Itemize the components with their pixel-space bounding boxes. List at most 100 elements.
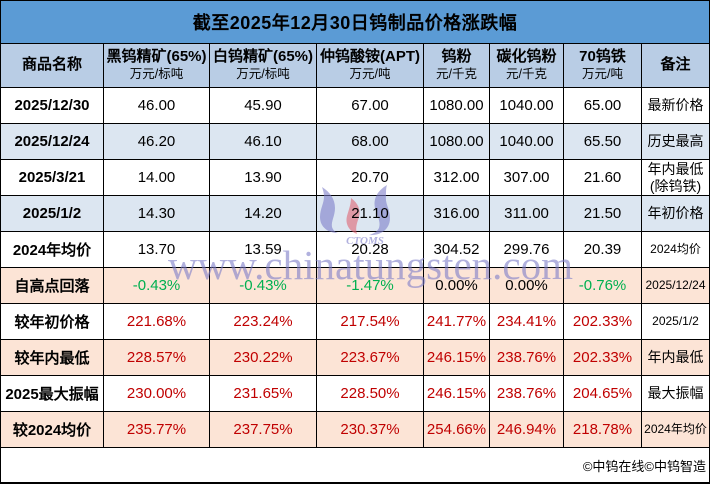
remark-text: 年初价格 [647, 205, 704, 222]
value-text: 65.00 [583, 97, 622, 114]
value-text: 246.94% [496, 421, 557, 438]
row-label-text: 2025最大振幅 [5, 386, 99, 403]
value-text: 307.00 [503, 169, 550, 186]
value-cell: 238.76% [490, 340, 564, 376]
value-cell: 230.37% [317, 412, 424, 448]
value-text: 204.65% [572, 385, 633, 402]
value-text: 0.00% [505, 277, 548, 294]
row-label-text: 2025/3/21 [18, 169, 86, 186]
column-unit: 元/千克 [506, 67, 547, 82]
column-title: 白钨精矿(65%) [212, 48, 313, 66]
value-cell: 0.00% [424, 268, 490, 304]
value-cell: 21.60 [564, 160, 642, 196]
value-text: 217.54% [340, 313, 400, 330]
value-cell: 21.50 [564, 196, 642, 232]
column-header-black-tungsten-concentrate: 黑钨精矿(65%) 万元/标吨 [104, 44, 210, 88]
value-text: 237.75% [233, 421, 293, 438]
column-header-ferro-tungsten: 70钨铁 万元/吨 [564, 44, 642, 88]
value-cell: 230.00% [104, 376, 210, 412]
row-label-text: 自高点回落 [14, 278, 90, 295]
value-text: 223.24% [233, 313, 293, 330]
value-cell: 223.24% [210, 304, 317, 340]
value-cell: 246.15% [424, 340, 490, 376]
value-cell: 1040.00 [490, 88, 564, 124]
value-cell: 307.00 [490, 160, 564, 196]
column-header-tungsten-powder: 钨粉 元/千克 [424, 44, 490, 88]
value-cell: 20.39 [564, 232, 642, 268]
column-title: 70钨铁 [579, 48, 626, 66]
value-cell: -1.47% [317, 268, 424, 304]
copyright-text: ©中钨在线©中钨智造 [582, 458, 706, 474]
remark-text: 最大振幅 [647, 385, 704, 402]
value-cell: 231.65% [210, 376, 317, 412]
row-label: 2024年均价 [1, 232, 104, 268]
value-cell: 221.68% [104, 304, 210, 340]
value-text: 228.50% [340, 385, 400, 402]
value-text: 246.15% [426, 385, 487, 402]
value-cell: 13.59 [210, 232, 317, 268]
copyright-footer: ©中钨在线©中钨智造 [1, 448, 709, 482]
remark-cell: 最大振幅 [642, 376, 709, 412]
value-text: 21.50 [583, 205, 622, 222]
value-text: 13.70 [137, 241, 176, 258]
value-text: 218.78% [572, 421, 633, 438]
row-label-text: 较年初价格 [14, 314, 90, 331]
column-header-apt: 仲钨酸铵(APT) 万元/吨 [317, 44, 424, 88]
column-title: 碳化钨粉 [496, 48, 557, 66]
row-label: 2025/12/24 [1, 124, 104, 160]
remark-cell: 2025/12/24 [642, 268, 709, 304]
remark-text: 2024年均价 [644, 421, 707, 436]
value-text: -0.43% [132, 277, 181, 294]
value-text: -1.47% [346, 277, 394, 294]
value-text: 312.00 [433, 169, 480, 186]
value-text: 299.76 [503, 241, 550, 258]
remark-text: 历史最高 [647, 133, 704, 150]
value-text: 20.39 [583, 241, 622, 258]
value-cell: 13.90 [210, 160, 317, 196]
value-cell: 241.77% [424, 304, 490, 340]
value-cell: 20.70 [317, 160, 424, 196]
remark-cell: 2024年均价 [642, 412, 709, 448]
value-text: 14.20 [244, 205, 282, 222]
value-text: 231.65% [233, 385, 293, 402]
value-text: 21.10 [351, 205, 389, 222]
value-cell: 316.00 [424, 196, 490, 232]
value-cell: 1080.00 [424, 124, 490, 160]
value-cell: 235.77% [104, 412, 210, 448]
value-text: 14.30 [137, 205, 176, 222]
row-label: 2025最大振幅 [1, 376, 104, 412]
value-text: 67.00 [351, 97, 389, 114]
value-cell: 46.00 [104, 88, 210, 124]
value-cell: 312.00 [424, 160, 490, 196]
value-cell: -0.43% [210, 268, 317, 304]
value-cell: 46.20 [104, 124, 210, 160]
value-text: 20.28 [351, 241, 389, 258]
row-label-text: 较2024均价 [12, 422, 92, 439]
value-cell: 217.54% [317, 304, 424, 340]
value-cell: 14.00 [104, 160, 210, 196]
column-unit: 万元/吨 [582, 67, 623, 82]
value-text: 202.33% [572, 349, 633, 366]
value-cell: 234.41% [490, 304, 564, 340]
row-label: 2025/1/2 [1, 196, 104, 232]
value-text: 14.00 [137, 169, 176, 186]
value-cell: 14.30 [104, 196, 210, 232]
value-text: 45.90 [244, 97, 282, 114]
value-cell: 223.67% [317, 340, 424, 376]
value-text: 238.76% [496, 349, 557, 366]
row-label: 2025/3/21 [1, 160, 104, 196]
value-text: 13.90 [244, 169, 282, 186]
row-label: 较2024均价 [1, 412, 104, 448]
remark-cell: 年内最低 [642, 340, 709, 376]
value-cell: 202.33% [564, 340, 642, 376]
value-cell: 304.52 [424, 232, 490, 268]
value-text: 0.00% [435, 277, 478, 294]
value-text: 246.15% [426, 349, 487, 366]
value-cell: 13.70 [104, 232, 210, 268]
remark-cell: 2025/1/2 [642, 304, 709, 340]
value-text: 311.00 [504, 205, 549, 222]
remark-text: 2024均价 [650, 241, 701, 256]
column-title: 商品名称 [21, 56, 82, 74]
table-title: 截至2025年12月30日钨制品价格涨跌幅 [1, 1, 709, 44]
column-title: 黑钨精矿(65%) [106, 48, 207, 66]
